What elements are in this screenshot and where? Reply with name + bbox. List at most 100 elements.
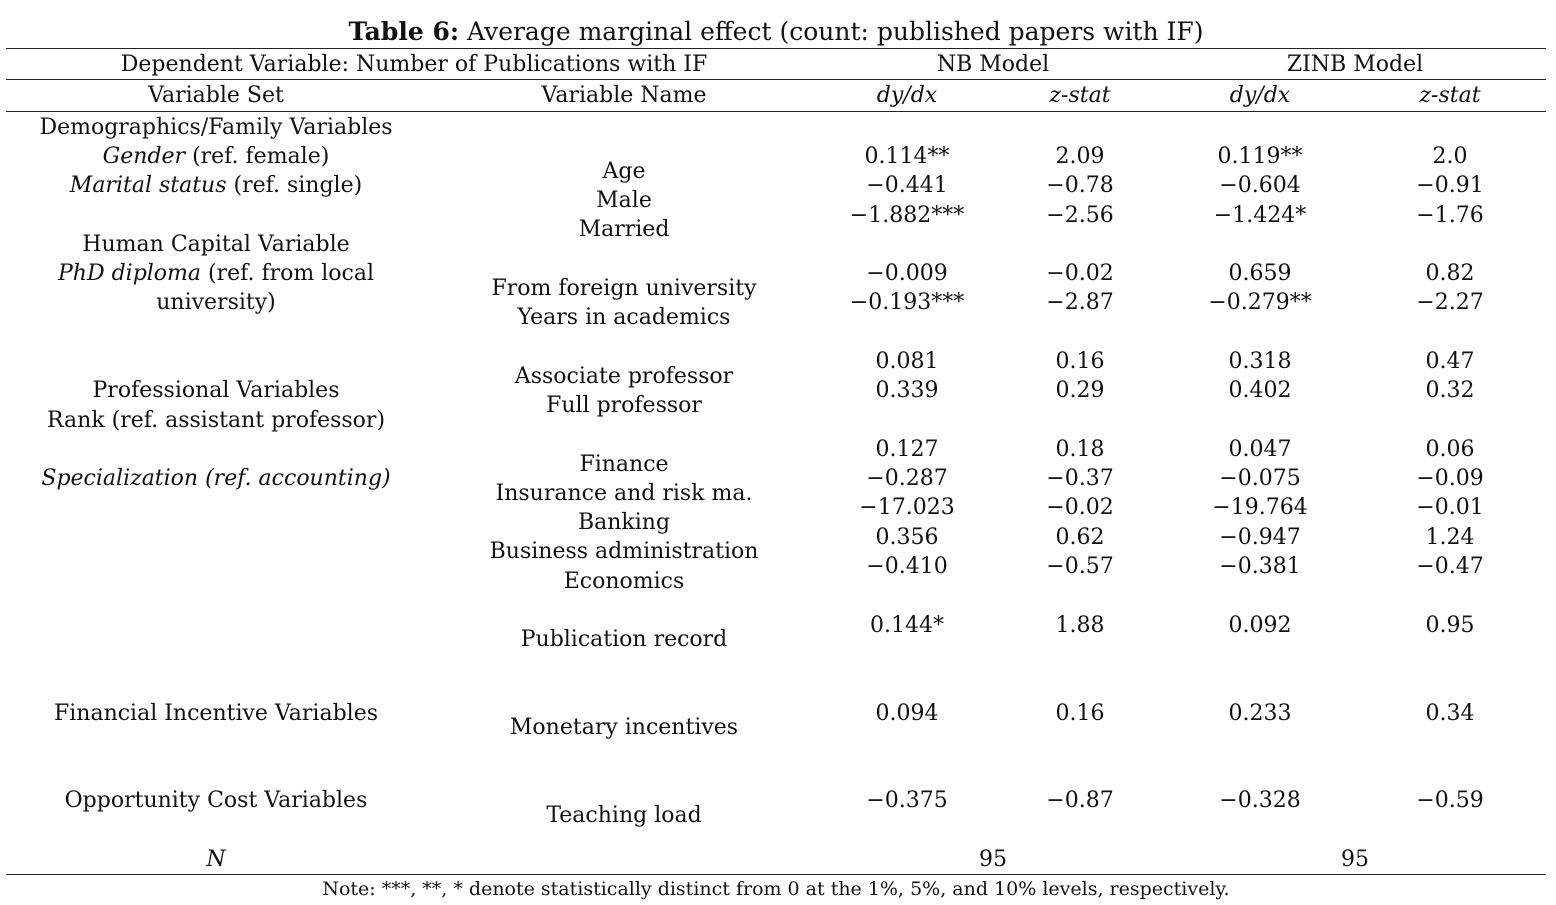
- nb-zstat-cell: 0.62: [1055, 525, 1105, 550]
- nb-dydx-cell: 0.127: [875, 437, 939, 462]
- nb-dydx-cell: −0.410: [866, 554, 948, 579]
- name-foreign-university: From foreign university: [491, 276, 757, 301]
- name-publication-record: Publication record: [520, 627, 728, 652]
- nb-zstat-cell: −2.56: [1046, 203, 1114, 228]
- set-professional: Professional Variables: [92, 378, 340, 403]
- set-opportunity-cost: Opportunity Cost Variables: [64, 788, 368, 813]
- set-gender: Gender (ref. female): [102, 144, 330, 169]
- nb-dydx-cell: −0.287: [866, 466, 948, 491]
- zinb-dydx-cell: 0.318: [1228, 349, 1292, 374]
- nb-zstat-cell: 0.29: [1055, 378, 1105, 403]
- nb-dydx-cell: 0.081: [875, 349, 939, 374]
- table-label: Table 6:: [348, 17, 460, 46]
- variable-set-header: Variable Set: [148, 83, 284, 108]
- n-nb: 95: [979, 847, 1007, 872]
- name-finance: Finance: [579, 452, 669, 477]
- set-phd-diploma: PhD diploma (ref. from local: [57, 261, 375, 286]
- name-associate-professor: Associate professor: [514, 364, 734, 389]
- n-zinb: 95: [1341, 847, 1369, 872]
- zinb-zstat-cell: 1.24: [1425, 525, 1475, 550]
- set-marital-status: Marital status (ref. single): [69, 173, 363, 198]
- zinb-zstat-cell: −0.47: [1416, 554, 1484, 579]
- nb-zstat-cell: 2.09: [1055, 144, 1105, 169]
- nb-dydx-cell: −1.882***: [849, 203, 965, 228]
- nb-zstat-cell: −0.02: [1046, 495, 1114, 520]
- nb-dydx-header: dy/dx: [876, 83, 938, 108]
- zinb-dydx-cell: −19.764: [1212, 495, 1308, 520]
- name-teaching-load: Teaching load: [546, 803, 702, 828]
- zinb-zstat-cell: −0.01: [1416, 495, 1484, 520]
- nb-zstat-cell: −2.87: [1046, 290, 1114, 315]
- bottom-rule: [6, 874, 1546, 875]
- nb-zstat-cell: −0.78: [1046, 173, 1114, 198]
- n-label: N: [206, 847, 226, 872]
- nb-dydx-cell: 0.356: [875, 525, 939, 550]
- nb-dydx-cell: −0.441: [866, 173, 948, 198]
- nb-zstat-cell: −0.57: [1046, 554, 1114, 579]
- zinb-dydx-cell: −0.381: [1219, 554, 1301, 579]
- name-banking: Banking: [577, 510, 671, 535]
- name-monetary-incentives: Monetary incentives: [509, 715, 739, 740]
- name-business-administration: Business administration: [489, 539, 759, 564]
- nb-dydx-cell: −0.009: [866, 261, 948, 286]
- nb-dydx-cell: −0.193***: [849, 290, 965, 315]
- zinb-dydx-cell: −1.424*: [1213, 203, 1307, 228]
- name-years-in-academics: Years in academics: [517, 305, 731, 330]
- nb-zstat-cell: −0.37: [1046, 466, 1114, 491]
- zinb-dydx-cell: −0.328: [1219, 788, 1301, 813]
- zinb-zstat-header: z-stat: [1419, 83, 1481, 108]
- table-note: Note: ***, **, * denote statistically di…: [322, 878, 1230, 900]
- zinb-zstat-cell: −0.91: [1416, 173, 1484, 198]
- name-male: Male: [596, 188, 652, 213]
- table-title: Table 6: Average marginal effect (count:…: [348, 17, 1203, 47]
- zinb-dydx-cell: 0.402: [1228, 378, 1292, 403]
- zinb-zstat-cell: −0.59: [1416, 788, 1484, 813]
- zinb-zstat-cell: 0.95: [1425, 613, 1475, 638]
- zinb-dydx-cell: 0.233: [1228, 701, 1292, 726]
- set-financial-incentive: Financial Incentive Variables: [53, 701, 379, 726]
- zinb-dydx-cell: 0.659: [1228, 261, 1292, 286]
- zinb-dydx-cell: 0.092: [1228, 613, 1292, 638]
- nb-zstat-cell: 0.18: [1055, 437, 1105, 462]
- nb-dydx-cell: −0.375: [866, 788, 948, 813]
- set-phd-diploma-cont: university): [156, 290, 276, 315]
- set-specialization: Specialization (ref. accounting): [41, 466, 391, 491]
- name-married: Married: [578, 217, 670, 242]
- set-demographics: Demographics/Family Variables: [39, 115, 393, 140]
- zinb-dydx-cell: 0.119**: [1217, 144, 1303, 169]
- set-human-capital: Human Capital Variable: [82, 232, 350, 257]
- zinb-zstat-cell: 0.06: [1425, 437, 1475, 462]
- zinb-zstat-cell: 0.47: [1425, 349, 1475, 374]
- zinb-zstat-cell: −1.76: [1416, 203, 1484, 228]
- variable-name-header: Variable Name: [541, 83, 707, 108]
- header-rule-2: [6, 111, 1546, 112]
- nb-zstat-cell: −0.87: [1046, 788, 1114, 813]
- name-economics: Economics: [563, 569, 685, 594]
- nb-dydx-cell: 0.339: [875, 378, 939, 403]
- zinb-zstat-cell: −2.27: [1416, 290, 1484, 315]
- zinb-zstat-cell: 0.82: [1425, 261, 1475, 286]
- nb-zstat-cell: 0.16: [1055, 701, 1105, 726]
- dependent-variable-header: Dependent Variable: Number of Publicatio…: [120, 52, 708, 77]
- zinb-dydx-cell: −0.279**: [1208, 290, 1312, 315]
- table-caption: Average marginal effect (count: publishe…: [459, 17, 1204, 46]
- zinb-zstat-cell: 0.32: [1425, 378, 1475, 403]
- name-age: Age: [602, 159, 646, 184]
- header-rule-1: [6, 79, 1546, 80]
- nb-dydx-cell: 0.144*: [870, 613, 944, 638]
- top-rule: [6, 48, 1546, 49]
- nb-dydx-cell: 0.094: [875, 701, 939, 726]
- zinb-zstat-cell: −0.09: [1416, 466, 1484, 491]
- nb-dydx-cell: −17.023: [859, 495, 955, 520]
- nb-zstat-cell: 0.16: [1055, 349, 1105, 374]
- zinb-dydx-cell: −0.604: [1219, 173, 1301, 198]
- zinb-dydx-cell: −0.947: [1219, 525, 1301, 550]
- zinb-zstat-cell: 2.0: [1432, 144, 1468, 169]
- zinb-dydx-cell: −0.075: [1219, 466, 1301, 491]
- name-full-professor: Full professor: [546, 393, 702, 418]
- zinb-model-header: ZINB Model: [1286, 52, 1424, 77]
- nb-zstat-cell: 1.88: [1055, 613, 1105, 638]
- zinb-dydx-header: dy/dx: [1229, 83, 1291, 108]
- nb-zstat-cell: −0.02: [1046, 261, 1114, 286]
- nb-model-header: NB Model: [936, 52, 1050, 77]
